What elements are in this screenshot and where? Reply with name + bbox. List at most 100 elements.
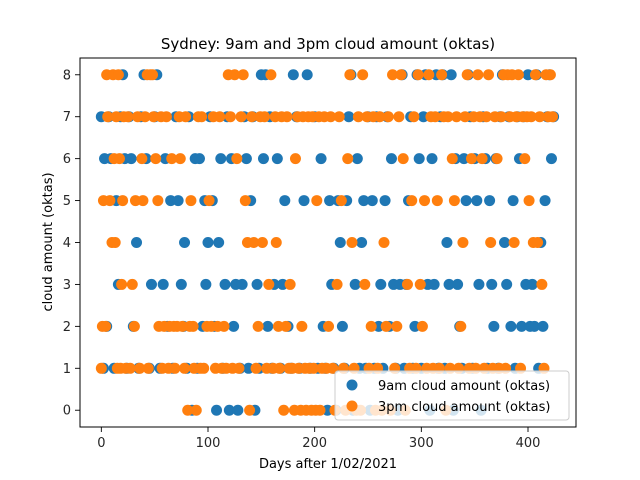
scatter-point [117,195,129,207]
scatter-point [534,111,546,123]
y-tick-label: 6 [63,152,71,167]
legend-label-9am: 9am cloud amount (oktas) [378,379,550,394]
scatter-point [273,362,285,374]
scatter-point [528,320,540,332]
scatter-point [441,237,453,248]
scatter-point [187,320,199,332]
scatter-point [257,153,269,165]
scatter-point [380,320,392,332]
scatter-point [150,153,162,165]
y-tick-label: 7 [63,110,71,125]
scatter-point [505,320,517,332]
scatter-point [391,320,403,332]
scatter-point [239,195,251,207]
scatter-point [537,320,549,332]
scatter-point [327,362,339,374]
scatter-point [486,278,498,290]
scatter-point [113,153,125,165]
scatter-point [182,404,194,416]
scatter-point [100,320,112,332]
scatter-point [134,362,146,374]
scatter-point [443,278,455,290]
scatter-point [416,320,428,332]
scatter-point [175,278,187,290]
scatter-point [452,278,464,290]
scatter-point [219,278,231,290]
scatter-point [414,278,426,290]
scatter-point [179,237,191,248]
scatter-point [160,111,172,123]
scatter-point [476,153,488,165]
scatter-point [349,278,361,290]
scatter-point [423,69,435,81]
y-axis-label: cloud amount (oktas) [41,172,56,311]
scatter-point [223,404,235,416]
scatter-point [545,153,557,165]
legend-marker-9am [346,379,358,391]
y-tick-label: 1 [63,362,71,377]
scatter-point [346,237,358,248]
scatter-point [408,111,420,123]
scatter-point [491,153,503,165]
scatter-point [179,362,191,374]
scatter-point [334,237,346,248]
scatter-point [472,69,484,81]
scatter-point [279,195,291,207]
scatter-point [507,195,519,207]
scatter-point [172,195,184,207]
scatter-point [323,320,335,332]
legend-box [334,370,570,421]
scatter-point [395,69,407,81]
scatter-point [331,278,343,290]
scatter-point [308,362,320,374]
scatter-point [263,278,275,290]
scatter-point [124,362,136,374]
scatter-point [278,404,290,416]
scatter-point [125,153,137,165]
x-tick-label: 0 [97,436,105,451]
scatter-point [495,111,507,123]
legend-marker-3pm [346,400,358,412]
scatter-point [142,362,154,374]
scatter-point [190,404,202,416]
scatter-point [333,111,345,123]
scatter-point [280,320,292,332]
scatter-point [250,362,262,374]
scatter-point [136,153,148,165]
scatter-point [457,237,469,248]
scatter-point [231,153,243,165]
scatter-point [393,111,405,123]
scatter-point [459,111,471,123]
scatter-point [314,404,326,416]
scatter-point [539,195,551,207]
scatter-point [311,195,323,207]
x-tick-label: 200 [302,436,327,451]
scatter-point [473,278,485,290]
scatter-point [512,69,524,81]
scatter-point [445,69,457,81]
scatter-point [152,195,164,207]
scatter-point [480,111,492,123]
scatter-point [228,320,240,332]
scatter-point [218,320,230,332]
scatter-point [374,111,386,123]
scatter-point [270,237,282,248]
scatter-point [428,278,440,290]
scatter-point [95,362,107,374]
scatter-point [122,111,134,123]
scatter-point [523,195,535,207]
scatter-point [375,278,387,290]
scatter-point [379,195,391,207]
scatter-point [244,404,256,416]
scatter-point [356,237,368,248]
scatter-point [251,278,263,290]
scatter-point [401,278,413,290]
scatter-point [431,195,443,207]
scatter-point [180,111,192,123]
scatter-point [202,237,214,248]
scatter-point [215,153,227,165]
x-tick-label: 400 [516,436,541,451]
chart-title: Sydney: 9am and 3pm cloud amount (oktas) [161,35,495,53]
scatter-point [516,320,528,332]
scatter-point [484,195,496,207]
